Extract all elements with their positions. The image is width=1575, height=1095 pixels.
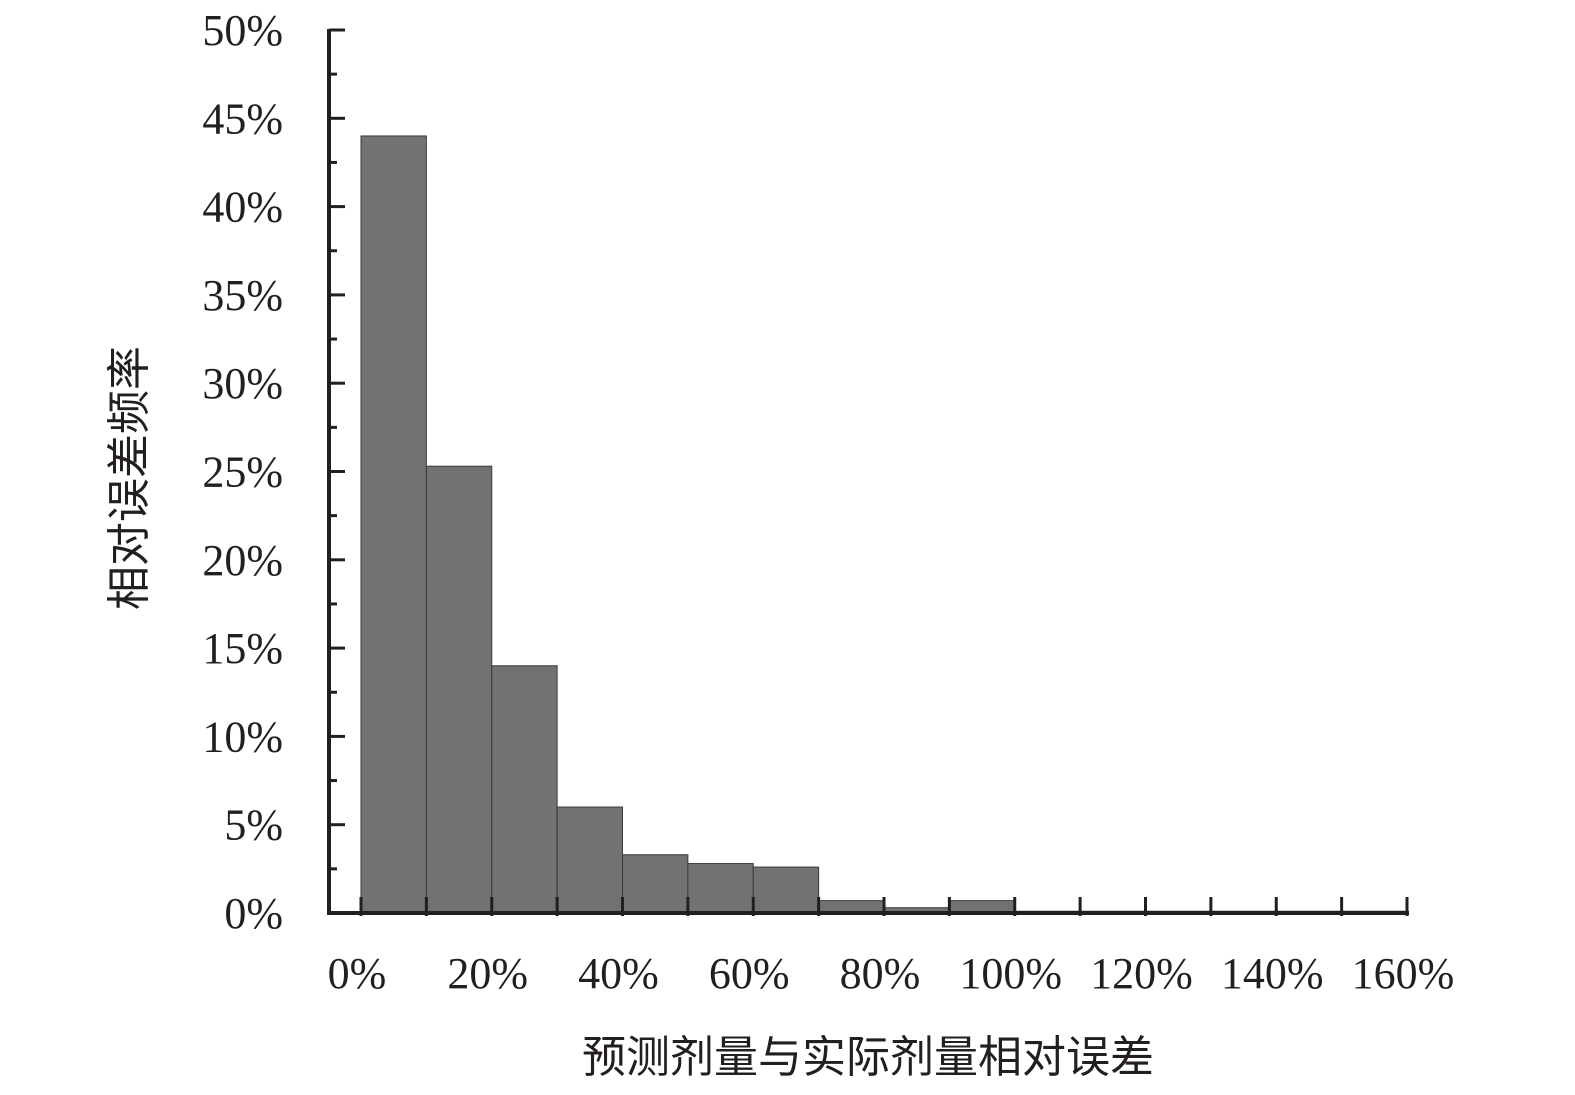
histogram-bar (556, 806, 623, 914)
x-axis-title: 预测剂量与实际剂量相对误差 (582, 1032, 1154, 1083)
y-tick-label: 35% (202, 271, 283, 320)
x-tick-label: 100% (959, 949, 1062, 998)
x-tick-label: 160% (1352, 949, 1455, 998)
histogram-bar (622, 854, 689, 914)
y-tick-label: 40% (202, 183, 283, 232)
y-tick-label: 30% (202, 359, 283, 408)
x-tick-label: 20% (447, 949, 528, 998)
histogram-bar (752, 866, 820, 914)
y-tick-label: 45% (202, 94, 283, 143)
y-axis-title: 相对误差频率 (104, 346, 155, 610)
axes-group (327, 28, 1409, 916)
x-tick-label: 140% (1221, 949, 1324, 998)
y-tick-label: 15% (202, 624, 283, 673)
histogram-bar (491, 665, 558, 914)
histogram-bar (687, 863, 754, 914)
y-tick-label: 0% (224, 889, 283, 938)
x-tick-label: 80% (840, 949, 921, 998)
y-tick-label: 25% (202, 448, 283, 497)
y-tick-label: 50% (202, 6, 283, 55)
y-tick-labels: 0% 5% 10% 15% 20% 25% 30% 35% 40% 45% 50% (202, 6, 283, 938)
x-tick-label: 0% (328, 949, 387, 998)
histogram-bar (425, 465, 493, 914)
histogram-bar (360, 135, 427, 914)
x-tick-labels: 0% 20% 40% 60% 80% 100% 120% 140% 160% (328, 949, 1455, 998)
x-tick-label: 60% (709, 949, 790, 998)
y-tick-label: 10% (202, 712, 283, 761)
y-tick-label: 5% (224, 801, 283, 850)
y-tick-label: 20% (202, 536, 283, 585)
x-tick-label: 120% (1090, 949, 1193, 998)
x-tick-label: 40% (578, 949, 659, 998)
bars-group (360, 135, 1408, 914)
